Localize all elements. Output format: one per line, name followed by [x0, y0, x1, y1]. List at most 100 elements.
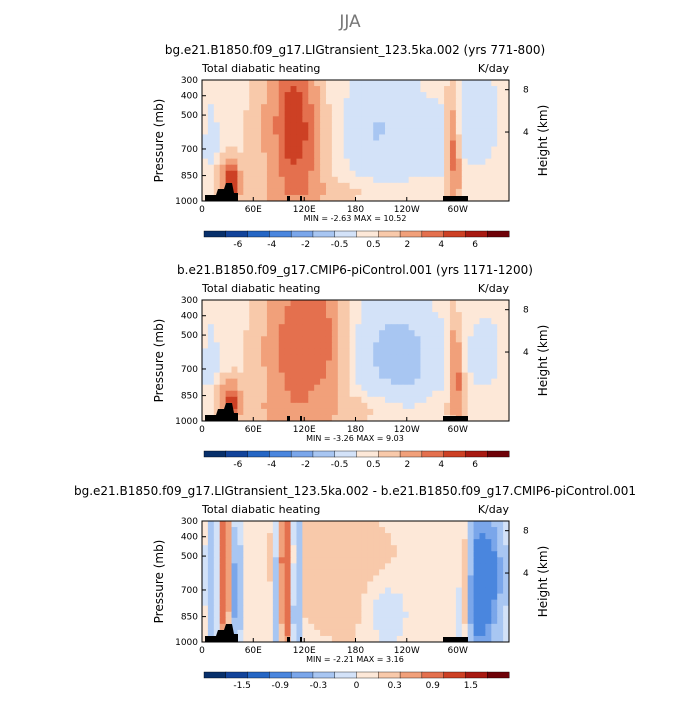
- heatmap-cell: [243, 324, 250, 331]
- heatmap-cell: [290, 378, 298, 386]
- heatmap-cell: [491, 122, 498, 129]
- heatmap-cell: [491, 342, 498, 349]
- heatmap-cell: [408, 306, 416, 313]
- heatmap-cell: [491, 587, 498, 595]
- heatmap-cell: [497, 342, 504, 349]
- heatmap-cell: [408, 635, 416, 642]
- heatmap-cell: [408, 408, 416, 416]
- heatmap-cell: [485, 312, 492, 319]
- heatmap-cell: [237, 360, 244, 368]
- heatmap-cell: [408, 300, 416, 307]
- heatmap-cell: [202, 521, 209, 528]
- heatmap-cell: [449, 176, 457, 184]
- heatmap-cell: [414, 611, 422, 619]
- heatmap-cell: [266, 360, 274, 368]
- heatmap-cell: [402, 300, 410, 307]
- heatmap-cell: [361, 152, 368, 160]
- heatmap-cell: [426, 569, 433, 577]
- heatmap-cell: [361, 611, 368, 619]
- heatmap-cell: [266, 146, 274, 154]
- heatmap-cell: [343, 312, 351, 319]
- heatmap-cell: [202, 110, 209, 117]
- heatmap-cell: [438, 408, 445, 416]
- heatmap-cell: [261, 557, 268, 564]
- heatmap-cell: [361, 378, 368, 386]
- heatmap-cell: [325, 527, 333, 534]
- heatmap-cell: [337, 617, 345, 625]
- heatmap-cell: [373, 408, 380, 416]
- heatmap-cell: [408, 342, 416, 349]
- heatmap-cell: [320, 86, 327, 93]
- heatmap-cell: [331, 557, 339, 564]
- heatmap-cell: [272, 110, 280, 117]
- heatmap-cell: [432, 300, 439, 307]
- heatmap-cell: [314, 569, 321, 577]
- heatmap-cell: [290, 140, 298, 148]
- heatmap-cell: [249, 617, 256, 625]
- heatmap-cell: [343, 110, 351, 117]
- heatmap-cell: [420, 306, 427, 313]
- heatmap-cell: [284, 324, 292, 331]
- heatmap-cell: [355, 408, 362, 416]
- heatmap-cell: [213, 533, 221, 540]
- heatmap-cell: [497, 360, 504, 368]
- heatmap-cell: [426, 545, 433, 552]
- heatmap-cell: [455, 158, 463, 166]
- heatmap-cell: [367, 390, 374, 398]
- heatmap-cell: [296, 593, 303, 601]
- heatmap-cell: [390, 623, 398, 631]
- heatmap-cell: [455, 551, 463, 558]
- heatmap-cell: [302, 623, 309, 631]
- heatmap-cell: [261, 629, 268, 637]
- heatmap-cell: [302, 194, 309, 201]
- heatmap-cell: [467, 330, 475, 337]
- heatmap-cell: [231, 110, 239, 117]
- heatmap-cell: [491, 563, 498, 570]
- heatmap-cell: [261, 551, 268, 558]
- heatmap-cell: [213, 140, 221, 148]
- heatmap-cell: [213, 92, 221, 99]
- heatmap-cell: [255, 569, 262, 577]
- y-tick-label: 300: [181, 517, 198, 527]
- heatmap-cell: [231, 390, 239, 398]
- heatmap-cell: [237, 623, 244, 631]
- heatmap-cell: [314, 635, 321, 642]
- heatmap-cell: [402, 312, 410, 319]
- heatmap-cell: [420, 575, 427, 583]
- heatmap-cell: [325, 360, 333, 368]
- heatmap-cell: [461, 396, 469, 404]
- heatmap-cell: [272, 158, 280, 166]
- heatmap-cell: [467, 146, 475, 154]
- heatmap-cell: [361, 533, 368, 540]
- heatmap-cell: [231, 605, 239, 613]
- heatmap-cell: [455, 176, 463, 184]
- heatmap-cell: [320, 575, 327, 583]
- heatmap-cell: [491, 92, 498, 99]
- heatmap-cell: [207, 348, 215, 356]
- colorbar-segment: [399, 671, 423, 679]
- heatmap-cell: [385, 164, 392, 172]
- heatmap-cell: [361, 390, 368, 398]
- colorbar-label: 2: [404, 240, 410, 250]
- heatmap-cell: [390, 134, 398, 142]
- heatmap-cell: [438, 318, 445, 325]
- heatmap-cell: [473, 414, 481, 421]
- heatmap-cell: [467, 366, 475, 374]
- heatmap-cell: [237, 390, 244, 398]
- heatmap-cell: [414, 569, 422, 577]
- heatmap-cell: [444, 617, 451, 625]
- heatmap-cell: [461, 312, 469, 319]
- heatmap-cell: [343, 318, 351, 325]
- colorbar-label: 4: [438, 240, 444, 250]
- heatmap-cell: [255, 116, 262, 123]
- heatmap-cell: [219, 569, 227, 577]
- heatmap-cell: [266, 300, 274, 307]
- heatmap-cell: [461, 599, 469, 607]
- heatmap-cell: [237, 569, 244, 577]
- heatmap-cell: [426, 164, 433, 172]
- heatmap-cell: [314, 587, 321, 595]
- heatmap-cell: [308, 128, 315, 136]
- heatmap-cell: [261, 593, 268, 601]
- heatmap-cell: [207, 182, 215, 190]
- heatmap-cell: [438, 372, 445, 380]
